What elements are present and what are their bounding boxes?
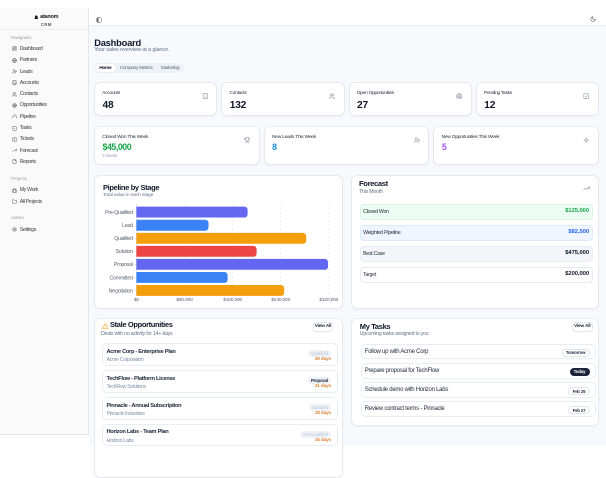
svg-text:Lead: Lead — [122, 223, 133, 229]
svg-text:Proposal: Proposal — [114, 262, 133, 268]
svg-text:$320,000: $320,000 — [319, 296, 338, 302]
svg-text:Committed: Committed — [109, 275, 133, 281]
svg-text:Pre-Qualified: Pre-Qualified — [105, 210, 133, 216]
svg-text:Negotiation: Negotiation — [109, 288, 133, 294]
svg-text:$0: $0 — [134, 296, 140, 302]
svg-text:Solution: Solution — [116, 249, 133, 255]
svg-text:Qualified: Qualified — [114, 236, 133, 242]
svg-text:$80,000: $80,000 — [176, 296, 193, 302]
svg-text:$160,000: $160,000 — [223, 296, 242, 302]
svg-text:$240,000: $240,000 — [271, 296, 290, 302]
